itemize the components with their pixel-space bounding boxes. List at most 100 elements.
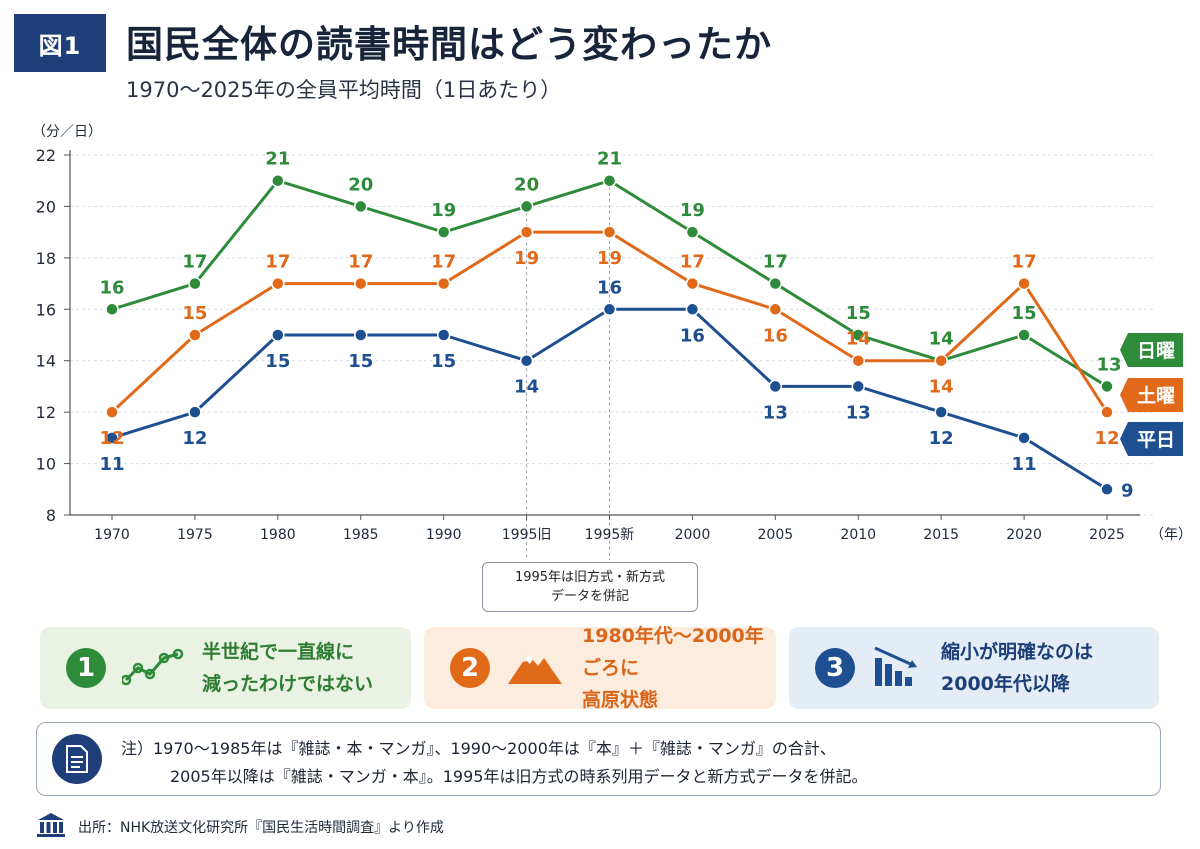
data-label: 20 — [348, 174, 373, 195]
data-point — [1100, 379, 1114, 394]
data-label: 15 — [265, 351, 290, 372]
point-number-1: 1 — [66, 648, 106, 688]
x-tick-label: 1995新 — [585, 527, 635, 543]
figure-badge: 図1 — [14, 14, 106, 72]
line-chart: 8 10 12 14 16 18 20 22 （分／日） （年） 1970 1975 1980 1985 1… — [32, 124, 1192, 560]
data-point — [1100, 482, 1114, 497]
x-tick-label: 1970 — [94, 527, 130, 543]
page-subtitle: 1970～2025年の全員平均時間（1日あたり） — [126, 78, 562, 102]
legend-label: 日曜 — [1137, 340, 1175, 362]
legend-label: 平日 — [1137, 429, 1175, 451]
data-point — [188, 328, 202, 342]
x-unit-label: （年） — [1150, 527, 1192, 543]
x-tick-label: 2005 — [758, 527, 794, 543]
data-label: 14 — [929, 329, 954, 350]
point-2-line-2: 高原状態 — [582, 689, 659, 711]
x-tick-label: 1975 — [177, 527, 213, 543]
document-icon — [52, 734, 102, 784]
y-tick-label: 8 — [46, 506, 56, 525]
point-card-2: 2 1980年代～2000年ごろに 高原状態 — [424, 625, 776, 711]
data-point — [271, 328, 285, 342]
note-line-2: 2005年以降は『雑誌・マンガ・本』。1995年は旧方式の時系列用データと新方式… — [170, 767, 868, 786]
data-point — [105, 405, 119, 419]
institution-icon — [36, 812, 66, 842]
data-point — [602, 173, 617, 188]
data-point — [1100, 405, 1114, 419]
y-unit-label: （分／日） — [32, 124, 102, 140]
note-box: 注）1970～1985年は『雑誌・本・マンガ』、1990～2000年は『本』＋『… — [36, 722, 1161, 796]
legend-tag-shape — [1120, 378, 1183, 412]
data-label: 21 — [597, 149, 622, 170]
x-tick-label: 1980 — [260, 527, 296, 543]
callout-line-1: 1995年は旧方式・新方式 — [514, 570, 666, 585]
data-label: 12 — [929, 428, 954, 449]
data-label: 12 — [99, 428, 124, 449]
legend-tag-shape — [1120, 333, 1183, 367]
data-label: 11 — [99, 454, 124, 475]
data-label: 16 — [597, 277, 622, 298]
data-point — [354, 276, 368, 291]
data-point — [519, 225, 534, 239]
data-point — [271, 173, 285, 188]
data-label: 17 — [680, 252, 705, 273]
y-tick-label: 16 — [36, 300, 56, 319]
y-tick-label: 18 — [36, 249, 56, 268]
data-label: 13 — [1096, 354, 1121, 375]
data-point — [188, 276, 202, 291]
point-1-line-1: 半世紀で一直線に — [202, 641, 355, 663]
x-tick-label: 2020 — [1006, 527, 1042, 543]
mountain-icon — [506, 646, 564, 690]
y-tick-label: 20 — [36, 197, 56, 216]
data-point — [768, 276, 783, 291]
data-label: 17 — [182, 252, 207, 273]
data-label: 14 — [514, 377, 539, 398]
data-label: 21 — [265, 149, 290, 170]
data-label: 17 — [348, 252, 373, 273]
point-card-3: 3 縮小が明確なのは 2000年代以降 — [789, 627, 1159, 709]
data-label: 15 — [1012, 303, 1037, 324]
legend-tag-土曜: 土曜 — [1120, 378, 1183, 412]
data-point — [519, 199, 534, 214]
data-point — [354, 328, 368, 342]
data-label: 16 — [99, 277, 124, 298]
data-label: 17 — [265, 252, 290, 273]
data-point — [1017, 328, 1031, 342]
data-point — [188, 405, 202, 419]
legend-tag-shape — [1120, 422, 1183, 456]
data-label: 15 — [182, 303, 207, 324]
point-number-3: 3 — [815, 648, 855, 688]
point-text-2: 1980年代～2000年ごろに 高原状態 — [582, 620, 776, 716]
data-point — [1017, 431, 1031, 445]
data-point — [934, 353, 948, 368]
data-label: 12 — [182, 428, 207, 449]
data-label: 15 — [846, 303, 871, 324]
x-tick-label: 2025 — [1089, 527, 1125, 543]
x-tick-label: 1995旧 — [502, 527, 552, 543]
x-tick-label: 1985 — [343, 527, 379, 543]
data-point — [436, 328, 451, 342]
data-label: 17 — [763, 252, 788, 273]
data-label: 14 — [929, 377, 954, 398]
source-text: 出所：NHK放送文化研究所『国民生活時間調査』より作成 — [78, 820, 444, 836]
callout-box: 1995年は旧方式・新方式 データを併記 — [482, 562, 698, 612]
declining-bars-icon — [871, 644, 923, 692]
data-label: 16 — [763, 325, 788, 346]
data-label: 13 — [763, 402, 788, 423]
point-card-1: 1 半世紀で一直線に 減ったわけではない — [40, 627, 411, 709]
data-point — [768, 302, 783, 317]
data-point — [105, 302, 119, 317]
x-tick-label: 1990 — [426, 527, 462, 543]
data-label: 15 — [431, 351, 456, 372]
data-point — [271, 276, 285, 291]
point-2-line-1: 1980年代～2000年ごろに — [582, 625, 764, 679]
data-label: 14 — [846, 329, 871, 350]
trend-line-icon — [120, 646, 184, 690]
x-tick-label: 2010 — [840, 527, 876, 543]
data-label: 13 — [846, 402, 871, 423]
data-point — [768, 379, 783, 394]
y-tick-label: 12 — [36, 403, 56, 422]
point-number-2: 2 — [450, 648, 490, 688]
point-1-line-2: 減ったわけではない — [202, 673, 374, 695]
data-point — [851, 379, 865, 394]
legend-label: 土曜 — [1137, 385, 1175, 407]
